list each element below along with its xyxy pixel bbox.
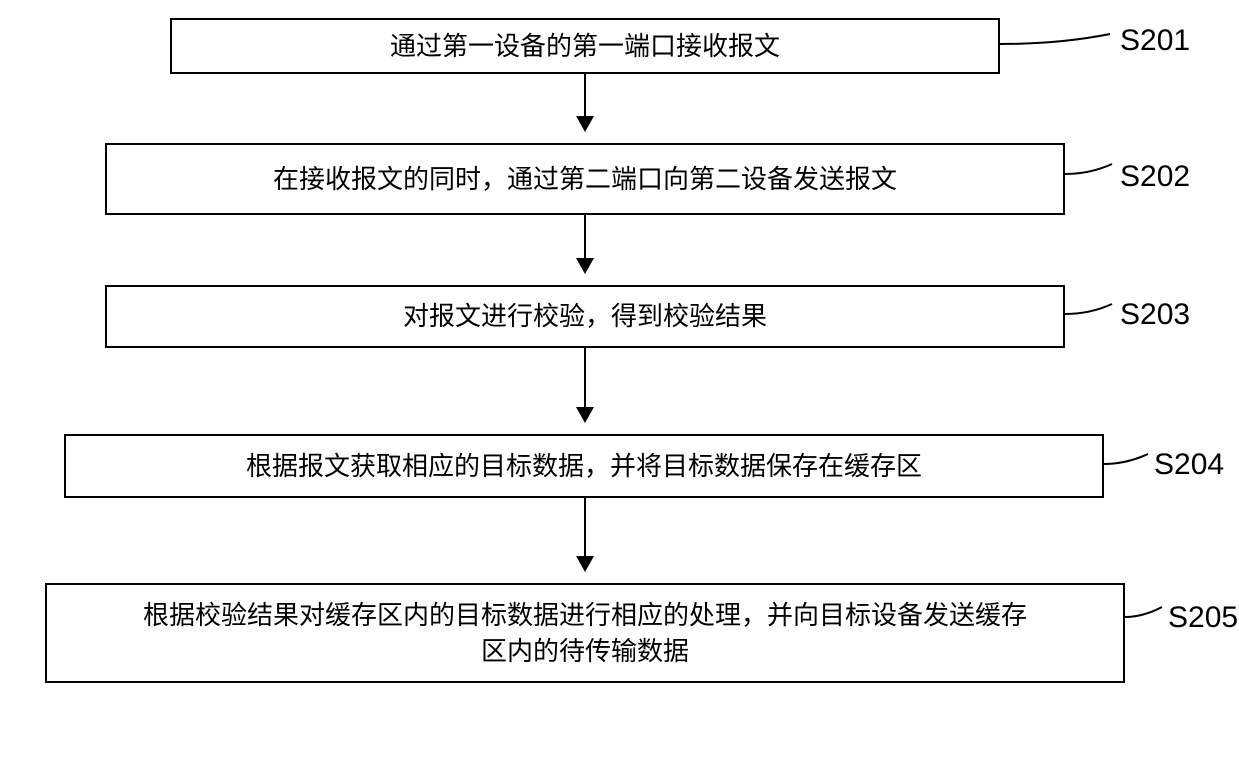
- step-label-s204: S204: [1154, 448, 1224, 482]
- step-text-s202: 在接收报文的同时，通过第二端口向第二设备发送报文: [273, 161, 897, 197]
- step-text-s204: 根据报文获取相应的目标数据，并将目标数据保存在缓存区: [246, 448, 922, 484]
- step-label-s201: S201: [1120, 24, 1190, 58]
- arrow-2: [584, 215, 586, 272]
- arrow-4: [584, 498, 586, 570]
- step-text-s205: 根据校验结果对缓存区内的目标数据进行相应的处理，并向目标设备发送缓存区内的待传输…: [135, 597, 1035, 670]
- connector-s201: [1000, 20, 1120, 60]
- flowchart-container: 通过第一设备的第一端口接收报文 S201 在接收报文的同时，通过第二端口向第二设…: [0, 0, 1239, 757]
- connector-s203: [1065, 292, 1125, 322]
- arrow-3: [584, 348, 586, 421]
- step-text-s201: 通过第一设备的第一端口接收报文: [390, 28, 780, 64]
- step-box-s203: 对报文进行校验，得到校验结果: [105, 285, 1065, 348]
- arrow-1: [584, 74, 586, 130]
- step-label-s203: S203: [1120, 298, 1190, 332]
- step-box-s204: 根据报文获取相应的目标数据，并将目标数据保存在缓存区: [64, 434, 1104, 498]
- step-label-s202: S202: [1120, 160, 1190, 194]
- step-text-s203: 对报文进行校验，得到校验结果: [403, 298, 767, 334]
- step-label-s205: S205: [1168, 601, 1238, 635]
- step-box-s202: 在接收报文的同时，通过第二端口向第二设备发送报文: [105, 143, 1065, 215]
- connector-s202: [1065, 152, 1125, 182]
- connector-s204: [1104, 442, 1159, 472]
- step-box-s205: 根据校验结果对缓存区内的目标数据进行相应的处理，并向目标设备发送缓存区内的待传输…: [45, 583, 1125, 683]
- step-box-s201: 通过第一设备的第一端口接收报文: [170, 18, 1000, 74]
